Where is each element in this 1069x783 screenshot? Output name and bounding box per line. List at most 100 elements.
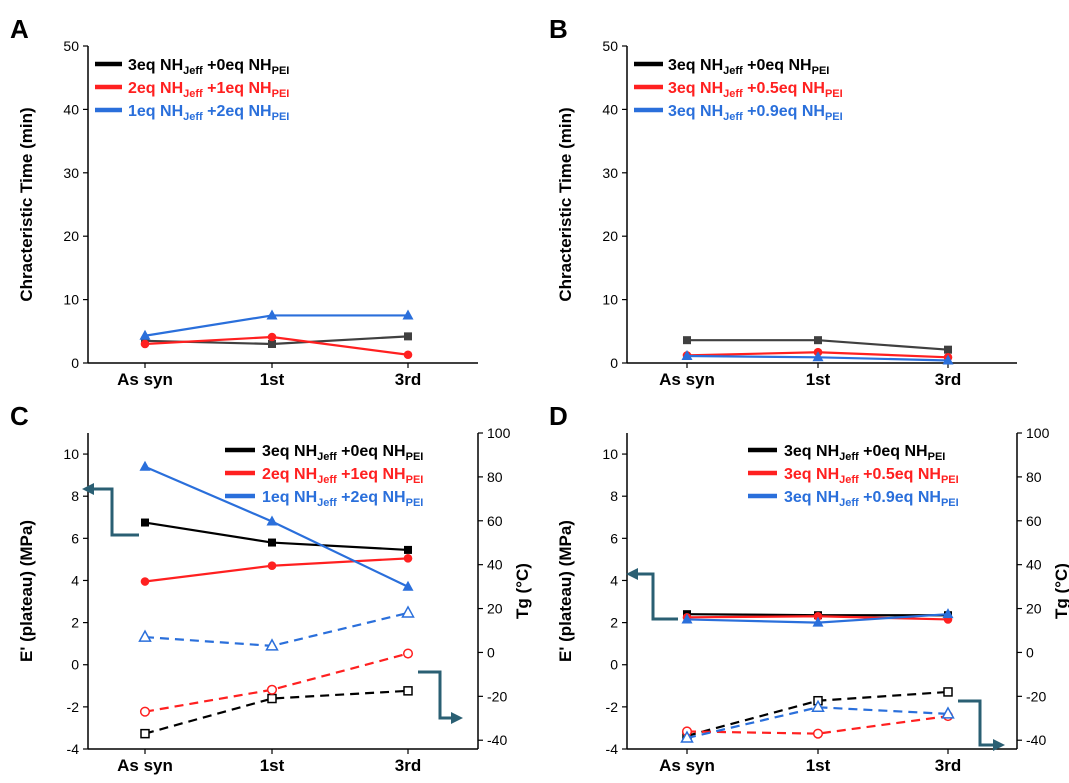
y-tick-label: 0 xyxy=(610,657,618,673)
y-axis-title: Chracteristic Time (min) xyxy=(17,107,36,301)
y2-tick-label: -40 xyxy=(1026,732,1046,748)
legend-text: 3eq NH xyxy=(668,57,723,74)
legend-entry: 3eq NHJeff +0eq NHPEI xyxy=(128,57,289,77)
y2-tick-label: 80 xyxy=(1026,469,1042,485)
legend-subscript: PEI xyxy=(928,451,946,463)
y-tick-label: -4 xyxy=(67,741,80,757)
data-point-triangle xyxy=(266,515,278,526)
y-tick-label: -2 xyxy=(67,699,80,715)
legend-text: 3eq NH xyxy=(668,103,723,120)
legend-subscript: Jeff xyxy=(183,88,203,100)
legend-subscript: Jeff xyxy=(839,497,859,509)
y-tick-label: 0 xyxy=(71,355,79,371)
data-point-circle xyxy=(403,554,413,563)
y2-tick-label: 40 xyxy=(1026,557,1042,573)
data-point-square xyxy=(683,336,691,345)
y2-tick-label: -20 xyxy=(1026,688,1046,704)
legend-subscript: PEI xyxy=(272,111,290,123)
legend-entry: 3eq NHJeff +0eq NHPEI xyxy=(668,57,829,77)
data-point-triangle xyxy=(265,638,279,651)
x-tick-label: 3rd xyxy=(935,756,961,775)
legend-text: +2eq NH xyxy=(203,103,272,120)
data-point-triangle xyxy=(942,354,954,365)
legend-subscript: PEI xyxy=(825,111,843,123)
data-point-square xyxy=(140,728,150,739)
series-line-2 xyxy=(144,465,409,588)
series-line-0 xyxy=(144,521,409,552)
y-axis-title: E' (plateau) (MPa) xyxy=(556,520,575,662)
legend-text: +0.5eq NH xyxy=(743,80,825,97)
x-tick-label: 3rd xyxy=(935,370,961,389)
legend-text: +1eq NH xyxy=(337,466,406,483)
legend-text: 1eq NH xyxy=(128,103,183,120)
x-tick-label: As syn xyxy=(117,756,173,775)
data-point-triangle xyxy=(941,706,955,719)
y-tick-label: 4 xyxy=(71,572,79,588)
y-tick-label: 10 xyxy=(63,446,79,462)
y-tick-label: 50 xyxy=(602,38,618,54)
data-point-circle xyxy=(267,332,277,342)
data-point-square xyxy=(404,332,412,341)
legend-text: +0eq NH xyxy=(743,57,812,74)
data-point-circle xyxy=(140,577,150,586)
y-tick-label: 4 xyxy=(610,572,618,588)
y2-axis-title: Tg (°C) xyxy=(513,563,532,619)
data-point-triangle xyxy=(401,605,415,618)
y2-tick-label: 80 xyxy=(487,469,503,485)
data-point-circle xyxy=(812,728,824,739)
y-tick-label: 30 xyxy=(63,165,79,181)
legend-entry: 3eq NHJeff +0eq NHPEI xyxy=(262,443,423,463)
data-point-square xyxy=(268,339,276,348)
legend-subscript: Jeff xyxy=(183,111,203,123)
x-tick-label: 1st xyxy=(806,370,831,389)
data-point-triangle xyxy=(942,608,954,619)
legend-text: 2eq NH xyxy=(262,466,317,483)
data-point-triangle xyxy=(138,629,152,642)
panel-label: C xyxy=(10,401,29,431)
x-tick-label: 1st xyxy=(260,756,285,775)
legend-entry: 3eq NHJeff +0.9eq NHPEI xyxy=(668,103,843,123)
legend-subscript: Jeff xyxy=(723,88,743,100)
y2-tick-label: 100 xyxy=(1026,425,1050,441)
data-point-square xyxy=(268,538,276,547)
y-tick-label: 2 xyxy=(71,615,79,631)
y-tick-label: 0 xyxy=(610,355,618,371)
chart-panel-b: B 0 10 20 30 40 50 As syn 1st 3rd Chracteristic Ti… xyxy=(549,14,1017,389)
data-point-square xyxy=(814,336,822,345)
y-tick-label: 50 xyxy=(63,38,79,54)
data-point-circle xyxy=(403,350,413,360)
legend-subscript: Jeff xyxy=(839,451,859,463)
y2-tick-label: -20 xyxy=(487,688,507,704)
y2-tick-label: 60 xyxy=(487,513,503,529)
legend-text: +0.9eq NH xyxy=(859,489,941,506)
legend-entry: 2eq NHJeff +1eq NHPEI xyxy=(262,466,423,486)
legend-subscript: PEI xyxy=(812,65,830,77)
data-point-square xyxy=(403,686,413,696)
left-axis-arrow xyxy=(86,487,139,537)
legend-subscript: PEI xyxy=(272,65,290,77)
y2-tick-label: 60 xyxy=(1026,513,1042,529)
data-point-square xyxy=(404,545,412,554)
x-tick-label: 3rd xyxy=(395,370,421,389)
legend-text: +0eq NH xyxy=(203,57,272,74)
legend-entry: 2eq NHJeff +1eq NHPEI xyxy=(128,80,289,100)
y-tick-label: 6 xyxy=(71,530,79,546)
legend-text: 3eq NH xyxy=(128,57,183,74)
data-point-circle xyxy=(140,339,150,349)
legend-text: 3eq NH xyxy=(262,443,317,460)
right-axis-arrowhead xyxy=(451,712,463,724)
legend-text: 3eq NH xyxy=(668,80,723,97)
legend-text: 3eq NH xyxy=(784,489,839,506)
y2-tick-label: 20 xyxy=(1026,601,1042,617)
x-tick-label: 3rd xyxy=(395,756,421,775)
y-tick-label: 40 xyxy=(602,101,618,117)
legend-entry: 1eq NHJeff +2eq NHPEI xyxy=(262,489,423,509)
right-axis-arrow xyxy=(958,699,1000,747)
left-axis-arrow xyxy=(630,572,678,621)
y-tick-label: 10 xyxy=(602,446,618,462)
legend-text: +0eq NH xyxy=(337,443,406,460)
data-point-triangle xyxy=(139,460,151,471)
legend-text: +0.5eq NH xyxy=(859,466,941,483)
panel-label: A xyxy=(10,14,29,44)
